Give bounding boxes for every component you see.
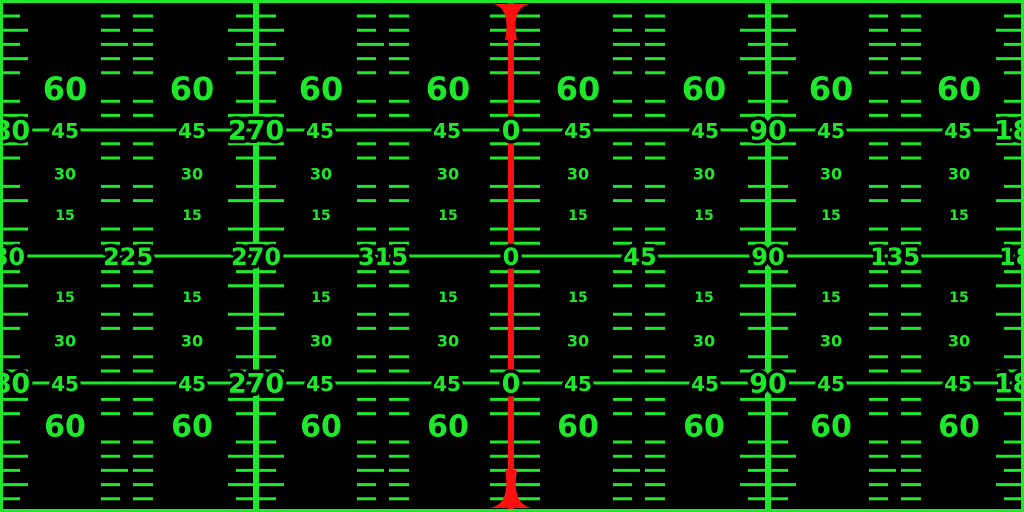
scale-label: 180 xyxy=(994,116,1024,147)
scale-label: 15 xyxy=(182,208,201,224)
scale-label: 60 xyxy=(300,410,342,445)
scale-label: 270 xyxy=(228,369,284,400)
tick-layer xyxy=(0,14,1024,501)
scale-label: 60 xyxy=(171,410,213,445)
scale-label: 30 xyxy=(437,332,459,351)
scale-label: 45 xyxy=(691,372,719,396)
scale-label: 45 xyxy=(433,372,461,396)
scale-label: 15 xyxy=(568,208,587,224)
scale-label: 60 xyxy=(427,410,469,445)
scale-label: 30 xyxy=(310,332,332,351)
scale-label: 45 xyxy=(433,119,461,143)
scale-label: 135 xyxy=(870,243,920,271)
scale-label: 60 xyxy=(937,70,982,108)
scale-label: 60 xyxy=(938,410,980,445)
scale-label: 30 xyxy=(820,332,842,351)
center-flare xyxy=(490,470,532,508)
scale-label: 45 xyxy=(306,119,334,143)
scale-label: 60 xyxy=(556,70,601,108)
center-flare xyxy=(493,4,529,40)
scale-label: 60 xyxy=(44,410,86,445)
scale-label: 30 xyxy=(310,165,332,184)
scale-label: 45 xyxy=(51,372,79,396)
scale-label: 180 xyxy=(0,116,30,147)
scale-label: 15 xyxy=(438,208,457,224)
scale-label: 60 xyxy=(43,70,88,108)
scale-label: 30 xyxy=(54,165,76,184)
scale-label: 60 xyxy=(809,70,854,108)
scale-label: 60 xyxy=(299,70,344,108)
scale-label: 45 xyxy=(817,119,845,143)
scale-label: 15 xyxy=(694,208,713,224)
scale-label: 60 xyxy=(682,70,727,108)
scale-label: 45 xyxy=(306,372,334,396)
scale-label: 225 xyxy=(103,243,153,271)
scale-label: 45 xyxy=(178,372,206,396)
scale-label: 45 xyxy=(623,243,656,271)
scale-label: 15 xyxy=(949,208,968,224)
scale-label: 30 xyxy=(567,332,589,351)
scale-label: 30 xyxy=(437,165,459,184)
label-layer: 60 60 60 60 60 60 60 60 180 45 45 270 45 45 0 45 45 90 45 4… xyxy=(0,67,1024,449)
scale-label: 45 xyxy=(691,119,719,143)
scale-label: 60 xyxy=(810,410,852,445)
scale-label: 180 xyxy=(0,369,30,400)
scale-label: 60 xyxy=(426,70,471,108)
scale-label: 315 xyxy=(358,243,408,271)
scale-label: 30 xyxy=(820,165,842,184)
scale-label: 90 xyxy=(749,369,787,400)
scale-label: 45 xyxy=(51,119,79,143)
scale-label: 45 xyxy=(944,372,972,396)
scale-label: 45 xyxy=(178,119,206,143)
scale-label: 15 xyxy=(694,290,713,306)
scale-label: 15 xyxy=(311,290,330,306)
scale-label: 15 xyxy=(821,290,840,306)
scale-label: 30 xyxy=(54,332,76,351)
scale-label: 15 xyxy=(821,208,840,224)
scale-label: 270 xyxy=(231,243,281,271)
scale-label: 45 xyxy=(564,119,592,143)
scale-label: 15 xyxy=(568,290,587,306)
scale-label: 30 xyxy=(567,165,589,184)
scale-label: 30 xyxy=(181,165,203,184)
scale-label: 30 xyxy=(948,332,970,351)
scale-label: 15 xyxy=(438,290,457,306)
scale-label: 30 xyxy=(181,332,203,351)
scale-label: 30 xyxy=(693,332,715,351)
scale-label: 15 xyxy=(182,290,201,306)
scale-label: 15 xyxy=(949,290,968,306)
scale-label: 15 xyxy=(55,208,74,224)
scale-label: 180 xyxy=(999,243,1024,271)
scale-label: 45 xyxy=(564,372,592,396)
scale-label: 15 xyxy=(55,290,74,306)
scale-label: 90 xyxy=(751,243,784,271)
scale-label: 45 xyxy=(817,372,845,396)
scale-label: 45 xyxy=(944,119,972,143)
scale-label: 0 xyxy=(502,369,521,400)
scale-label: 270 xyxy=(228,116,284,147)
scale-label: 60 xyxy=(683,410,725,445)
scale-label: 0 xyxy=(503,243,520,271)
scale-label: 180 xyxy=(994,369,1024,400)
scale-label: 60 xyxy=(557,410,599,445)
scale-label: 180 xyxy=(0,243,25,271)
scale-label: 15 xyxy=(311,208,330,224)
scale-label: 90 xyxy=(749,116,787,147)
scale-label: 30 xyxy=(693,165,715,184)
scale-label: 0 xyxy=(502,116,521,147)
scale-label: 30 xyxy=(948,165,970,184)
scale-label: 60 xyxy=(170,70,215,108)
